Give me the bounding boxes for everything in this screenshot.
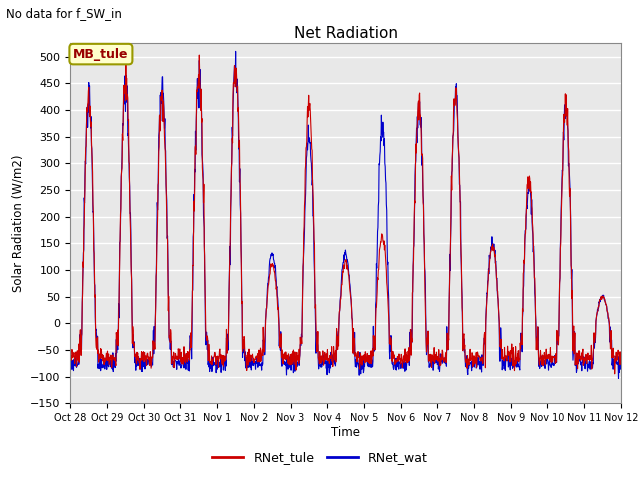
RNet_tule — [175, 352, 183, 358]
RNet_tule — [504, 358, 511, 363]
RNet_tule — [251, 357, 259, 362]
Title: Net Radiation: Net Radiation — [294, 25, 397, 41]
RNet_wat — [251, 361, 259, 367]
RNet_tule — [617, 361, 625, 367]
RNet_wat — [504, 358, 511, 363]
Y-axis label: Solar Radiation (W/m2): Solar Radiation (W/m2) — [12, 155, 25, 292]
Text: No data for f_SW_in: No data for f_SW_in — [6, 7, 122, 20]
RNet_tule — [611, 371, 618, 377]
RNet_tule — [67, 356, 74, 361]
RNet_tule — [189, 263, 196, 268]
X-axis label: Time: Time — [331, 426, 360, 439]
RNet_wat — [175, 362, 183, 368]
Legend: RNet_tule, RNet_wat: RNet_tule, RNet_wat — [207, 446, 433, 469]
RNet_tule — [431, 352, 439, 358]
RNet_tule — [552, 351, 559, 357]
Text: MB_tule: MB_tule — [73, 48, 129, 60]
RNet_wat — [614, 375, 622, 381]
RNet_wat — [67, 357, 74, 362]
Line: RNet_wat: RNet_wat — [70, 51, 621, 378]
RNet_wat — [189, 287, 196, 293]
Line: RNet_tule: RNet_tule — [70, 55, 621, 374]
RNet_wat — [617, 362, 625, 368]
RNet_wat — [552, 357, 559, 363]
RNet_wat — [232, 48, 239, 54]
RNet_tule — [195, 52, 203, 58]
RNet_wat — [431, 358, 439, 363]
